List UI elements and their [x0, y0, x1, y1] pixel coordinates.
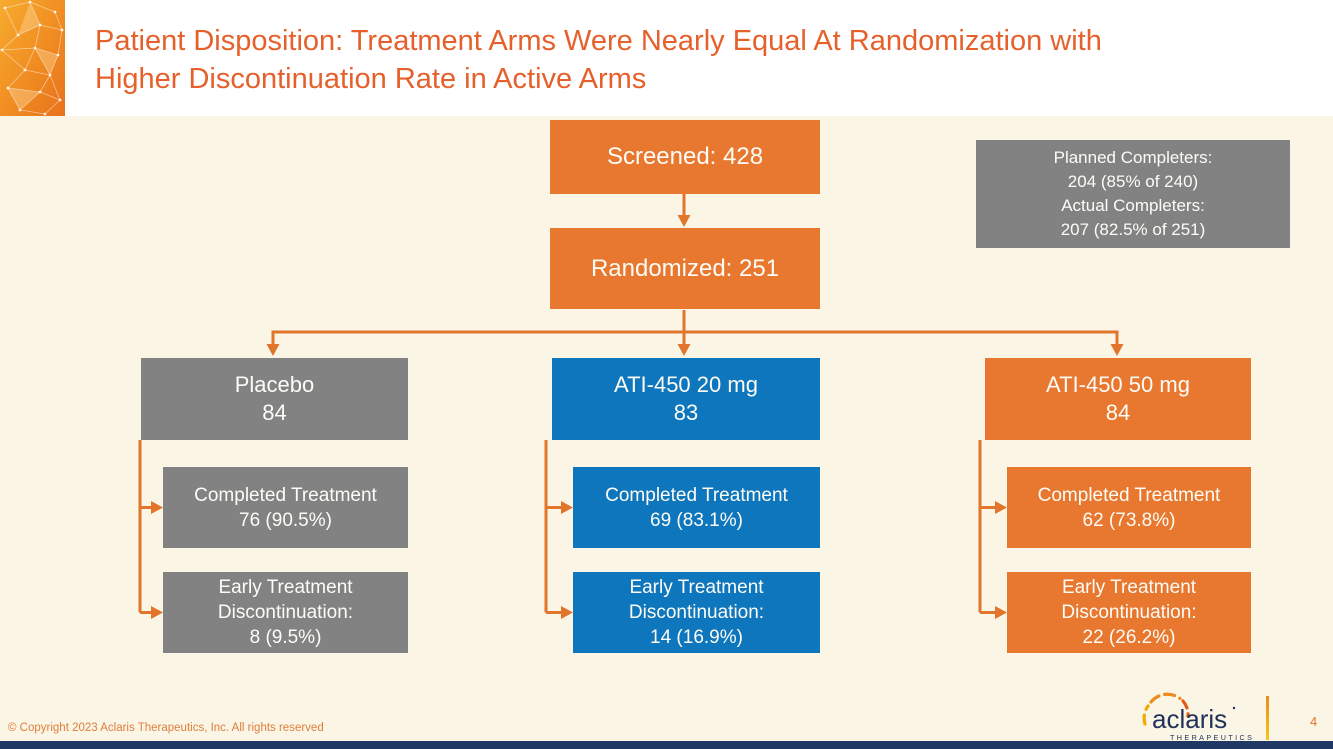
note-line: Planned Completers:: [1053, 148, 1213, 167]
early-line: 8 (9.5%): [249, 627, 322, 648]
placebo-early-discontinuation-box: Early Treatment Discontinuation: 8 (9.5%…: [163, 572, 408, 653]
completed-line: 69 (83.1%): [650, 509, 743, 531]
arm-box-ati450-20mg: ATI-450 20 mg 83: [552, 358, 820, 440]
arm-count: 84: [1105, 400, 1131, 425]
screened-label: Screened: 428: [606, 143, 764, 170]
early-line: Discontinuation:: [628, 602, 765, 623]
completed-line: 76 (90.5%): [239, 509, 332, 531]
early-line: 22 (26.2%): [1082, 627, 1176, 648]
completers-note-box: Planned Completers: 204 (85% of 240) Act…: [976, 140, 1290, 248]
logo-separator: [1266, 696, 1269, 740]
arm-box-placebo: Placebo 84: [141, 358, 408, 440]
arrowhead-down: [677, 344, 691, 356]
early-line: Early Treatment: [629, 577, 764, 598]
copyright-text: © Copyright 2023 Aclaris Therapeutics, I…: [8, 722, 324, 734]
page-title: Patient Disposition: Treatment Arms Were…: [95, 22, 1305, 98]
arm-name: ATI-450 20 mg: [614, 372, 758, 397]
arm-count: 83: [673, 400, 699, 425]
decorative-network-image: [0, 0, 65, 116]
logo-brand-text: aclaris: [1152, 704, 1227, 734]
early-line: Discontinuation:: [1061, 602, 1197, 623]
early-line: Discontinuation:: [217, 602, 354, 623]
bottom-bar: [0, 741, 1333, 749]
ati450-20mg-completed-box: Completed Treatment 69 (83.1%): [573, 467, 820, 548]
arrowhead-down: [1110, 344, 1124, 356]
ati450-50mg-completed-box: Completed Treatment 62 (73.8%): [1007, 467, 1251, 548]
early-line: Early Treatment: [218, 577, 353, 598]
arm-count: 84: [262, 400, 287, 425]
arm-box-ati450-50mg: ATI-450 50 mg 84: [985, 358, 1251, 440]
placebo-completed-box: Completed Treatment 76 (90.5%): [163, 467, 408, 548]
completed-line: 62 (73.8%): [1082, 509, 1176, 531]
logo-tagline-text: THERAPEUTICS: [1170, 733, 1254, 742]
flow-box-randomized: Randomized: 251: [550, 228, 820, 309]
completed-line: Completed Treatment: [605, 484, 788, 506]
randomized-label: Randomized: 251: [590, 254, 780, 282]
arm-name: Placebo: [234, 372, 315, 397]
arrowhead-right: [995, 501, 1007, 514]
completed-line: Completed Treatment: [194, 484, 377, 506]
completed-line: Completed Treatment: [1037, 484, 1221, 506]
note-line: 207 (82.5% of 251): [1060, 220, 1206, 239]
flow-box-screened: Screened: 428: [550, 120, 820, 194]
slide-header: Patient Disposition: Treatment Arms Were…: [0, 0, 1333, 116]
arrowhead-right: [561, 501, 573, 514]
page-number: 4: [1310, 714, 1318, 729]
early-line: Early Treatment: [1061, 577, 1197, 598]
ati450-50mg-early-discontinuation-box: Early Treatment Discontinuation: 22 (26.…: [1007, 572, 1251, 653]
arrowhead-down: [266, 344, 280, 356]
arm-name: ATI-450 50 mg: [1046, 372, 1190, 397]
page-title-line1: Patient Disposition: Treatment Arms Were…: [95, 25, 1102, 57]
arrowhead-right: [995, 606, 1007, 619]
arrowhead-right: [561, 606, 573, 619]
arrowhead-right: [151, 606, 163, 619]
early-line: 14 (16.9%): [650, 627, 743, 648]
page-title-line2: Higher Discontinuation Rate in Active Ar…: [95, 63, 647, 95]
note-line: Actual Completers:: [1061, 196, 1205, 215]
arrowhead-right: [151, 501, 163, 514]
logo-trademark-dot: [1232, 706, 1236, 710]
ati450-20mg-early-discontinuation-box: Early Treatment Discontinuation: 14 (16.…: [573, 572, 820, 653]
arrowhead-down: [677, 215, 691, 227]
note-line: 204 (85% of 240): [1067, 172, 1199, 191]
aclaris-logo: aclaris THERAPEUTICS: [1142, 692, 1254, 742]
